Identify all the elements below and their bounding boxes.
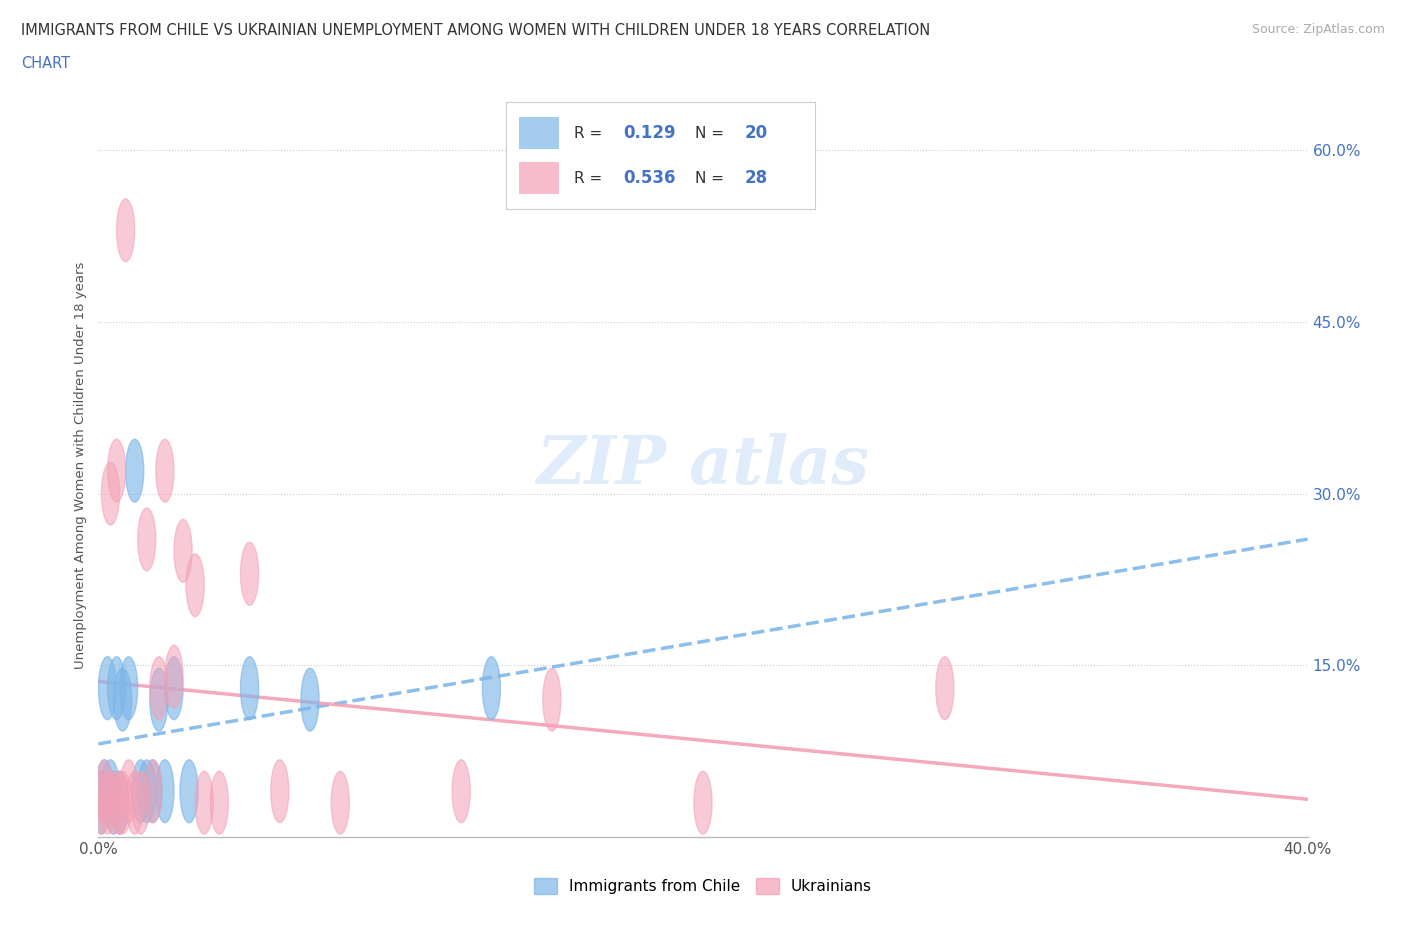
Ellipse shape [93,771,111,834]
Ellipse shape [143,760,162,823]
Text: R =: R = [574,126,607,140]
Ellipse shape [195,771,214,834]
Ellipse shape [125,771,143,834]
Ellipse shape [165,645,183,709]
Ellipse shape [332,771,349,834]
Ellipse shape [150,668,167,731]
Ellipse shape [93,771,111,834]
Ellipse shape [695,771,711,834]
Text: 0.536: 0.536 [624,169,676,187]
Ellipse shape [101,462,120,525]
Ellipse shape [125,439,143,502]
Ellipse shape [98,657,117,720]
Ellipse shape [107,439,125,502]
Ellipse shape [156,439,174,502]
Text: 28: 28 [744,169,768,187]
Ellipse shape [120,657,138,720]
Ellipse shape [114,771,132,834]
Text: ZIP atlas: ZIP atlas [537,432,869,498]
Ellipse shape [482,657,501,720]
Ellipse shape [117,199,135,262]
Ellipse shape [132,771,150,834]
Ellipse shape [111,771,129,834]
Ellipse shape [174,519,193,582]
Text: N =: N = [695,126,728,140]
Text: N =: N = [695,171,728,186]
Ellipse shape [138,508,156,571]
Ellipse shape [543,668,561,731]
Bar [519,117,558,150]
Text: R =: R = [574,171,607,186]
Text: CHART: CHART [21,56,70,71]
Ellipse shape [165,657,183,720]
Ellipse shape [138,760,156,823]
Text: 0.129: 0.129 [624,125,676,142]
Ellipse shape [104,771,122,834]
Legend: Immigrants from Chile, Ukrainians: Immigrants from Chile, Ukrainians [529,871,877,900]
Y-axis label: Unemployment Among Women with Children Under 18 years: Unemployment Among Women with Children U… [75,261,87,669]
Ellipse shape [132,760,150,823]
Text: 20: 20 [744,125,768,142]
Ellipse shape [271,760,288,823]
Ellipse shape [180,760,198,823]
Text: IMMIGRANTS FROM CHILE VS UKRAINIAN UNEMPLOYMENT AMONG WOMEN WITH CHILDREN UNDER : IMMIGRANTS FROM CHILE VS UKRAINIAN UNEMP… [21,23,931,38]
Ellipse shape [98,771,117,834]
Ellipse shape [240,542,259,605]
Ellipse shape [111,771,129,834]
Ellipse shape [143,760,162,823]
Ellipse shape [156,760,174,823]
Ellipse shape [104,771,122,834]
Ellipse shape [186,553,204,617]
Ellipse shape [936,657,953,720]
Ellipse shape [114,668,132,731]
Ellipse shape [120,760,138,823]
Ellipse shape [107,657,125,720]
Bar [519,162,558,194]
Ellipse shape [240,657,259,720]
Ellipse shape [453,760,470,823]
Ellipse shape [150,657,167,720]
Ellipse shape [96,760,114,823]
Ellipse shape [211,771,228,834]
Text: Source: ZipAtlas.com: Source: ZipAtlas.com [1251,23,1385,36]
Ellipse shape [101,760,120,823]
Ellipse shape [96,760,114,823]
Ellipse shape [301,668,319,731]
